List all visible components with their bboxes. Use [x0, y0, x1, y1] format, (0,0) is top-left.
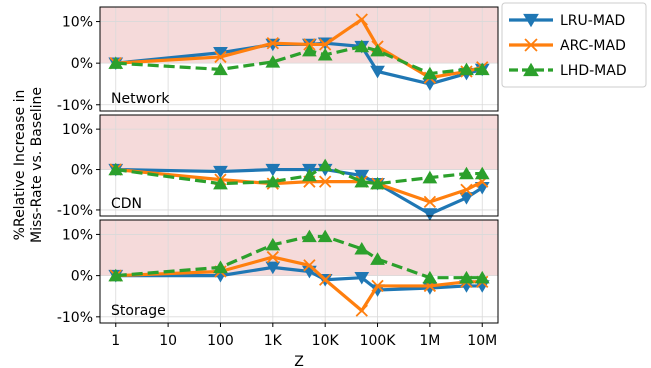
data-point-lhd-mad — [354, 242, 370, 255]
data-point-lhd-mad — [474, 166, 490, 180]
shaded-region — [100, 115, 498, 170]
panel-frame — [99, 219, 499, 324]
data-point-arc-mad — [423, 195, 437, 209]
data-point-arc-mad — [266, 250, 279, 264]
x-axis: 1 10 100 1K 10K 100K 1M 10M Z — [111, 323, 497, 368]
data-point-arc-mad — [214, 50, 227, 64]
panel-frame — [99, 6, 499, 112]
data-point-lhd-mad — [108, 56, 124, 69]
data-point-lhd-mad — [422, 170, 438, 184]
data-point-lhd-mad — [422, 66, 438, 80]
data-point-lhd-mad — [370, 43, 385, 57]
data-point-lru-mad — [459, 192, 474, 205]
data-point-lhd-mad — [354, 174, 370, 188]
y-tick-label: 0% — [71, 269, 93, 285]
x-tick-label: 100K — [360, 333, 397, 349]
data-point-arc-mad — [460, 183, 473, 196]
y-axis-title: %Relative Increase in Miss-Rate vs. Basel… — [12, 87, 45, 243]
legend-box — [501, 2, 647, 88]
data-point-lhd-mad — [474, 270, 490, 284]
series-line-arc-mad — [115, 167, 483, 204]
data-point-lhd-mad — [265, 237, 281, 251]
panel-label: Network — [111, 91, 170, 107]
legend-marker — [524, 38, 538, 52]
data-point-lhd-mad — [459, 270, 474, 284]
series-line-lhd-mad — [115, 44, 483, 76]
data-point-lru-mad — [370, 65, 385, 79]
series-line-arc-mad — [115, 17, 483, 80]
data-point-lhd-mad — [213, 62, 228, 76]
panel-cdn: -10% 0% 10% CDN — [57, 114, 499, 221]
y-tick-label: 10% — [62, 122, 93, 138]
data-point-arc-mad — [319, 175, 332, 188]
x-tick-label: 10M — [467, 333, 497, 349]
y-tick-label: 10% — [62, 227, 93, 243]
data-point-lhd-mad — [265, 174, 281, 188]
data-point-lhd-mad — [422, 270, 438, 284]
data-point-arc-mad — [303, 259, 316, 272]
data-point-arc-mad — [371, 279, 384, 293]
shaded-region — [100, 220, 498, 276]
y-axis-title-line: Miss-Rate vs. Baseline — [29, 87, 45, 243]
legend-label: ARC-MAD — [560, 38, 626, 54]
legend: LRU-MAD ARC-MAD LHD-MAD — [501, 2, 647, 88]
data-point-lhd-mad — [302, 43, 317, 57]
data-point-lhd-mad — [265, 55, 281, 68]
panel-frame — [99, 114, 499, 217]
panels-layer: -10% 0% 10% Network -10% 0% 10% CDN -10% 0% 10% Sto… — [57, 6, 499, 326]
y-tick-label: 10% — [62, 15, 93, 31]
data-point-arc-mad — [355, 304, 368, 317]
data-point-lhd-mad — [370, 252, 385, 265]
data-point-lhd-mad — [354, 39, 370, 53]
data-point-lhd-mad — [317, 48, 333, 61]
legend-label: LHD-MAD — [560, 63, 627, 79]
data-point-lru-mad — [213, 165, 228, 179]
data-point-lhd-mad — [302, 229, 317, 243]
x-tick-label: 1M — [419, 333, 440, 349]
data-point-lhd-mad — [370, 176, 385, 190]
data-point-lhd-mad — [459, 62, 474, 76]
data-point-lhd-mad — [459, 166, 474, 180]
data-point-lhd-mad — [213, 176, 228, 190]
legend-marker — [523, 13, 539, 28]
legend-label: LRU-MAD — [560, 13, 625, 29]
series-line-lru-mad — [115, 265, 483, 292]
data-point-lhd-mad — [213, 260, 228, 274]
data-point-lru-mad — [422, 208, 438, 221]
y-tick-label: -10% — [57, 310, 93, 326]
x-axis-title: Z — [294, 354, 304, 368]
y-tick-label: -10% — [57, 203, 93, 219]
y-tick-label: -10% — [57, 98, 93, 114]
data-point-lhd-mad — [474, 62, 490, 76]
x-tick-label: 10K — [312, 333, 340, 349]
data-point-lru-mad — [265, 163, 281, 177]
data-point-lhd-mad — [108, 268, 124, 282]
data-point-lhd-mad — [108, 162, 124, 176]
legend-marker — [523, 62, 539, 77]
panel-label: CDN — [111, 196, 142, 212]
data-point-lru-mad — [265, 261, 281, 275]
x-tick-label: 10 — [159, 333, 177, 349]
data-point-lhd-mad — [317, 158, 333, 172]
y-axis-title-line: %Relative Increase in — [12, 90, 28, 241]
panel-network: -10% 0% 10% Network — [57, 6, 499, 114]
data-point-lhd-mad — [317, 229, 333, 243]
series-line-lhd-mad — [115, 234, 483, 280]
x-tick-label: 100 — [207, 333, 234, 349]
data-point-lhd-mad — [302, 168, 317, 182]
y-tick-label: 0% — [71, 56, 93, 72]
series-line-arc-mad — [115, 255, 483, 313]
x-tick-label: 1 — [111, 333, 120, 349]
x-tick-label: 1K — [264, 333, 283, 349]
panel-label: Storage — [111, 303, 166, 319]
data-point-arc-mad — [266, 37, 279, 50]
data-point-arc-mad — [319, 273, 332, 286]
y-tick-label: 0% — [71, 163, 93, 179]
data-point-lru-mad — [354, 271, 370, 285]
data-point-arc-mad — [319, 38, 332, 51]
series-line-lhd-mad — [115, 163, 483, 186]
data-point-arc-mad — [355, 13, 368, 26]
panel-storage: -10% 0% 10% Storage — [57, 219, 499, 326]
